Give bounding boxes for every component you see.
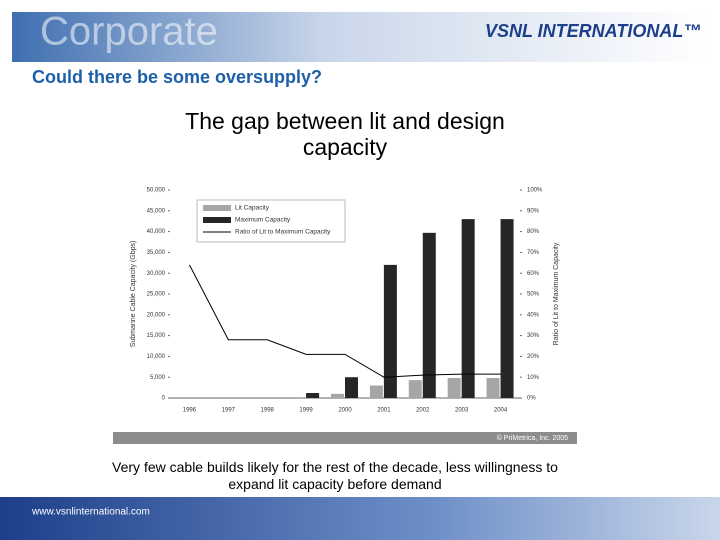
x-tick-label: 1998 [261,408,275,414]
caption-box: Very few cable builds likely for the res… [112,459,558,492]
y-tick-label: 30,000 [147,271,166,277]
bar [306,393,320,398]
y2-tick-label: 0% [527,396,536,402]
bar [500,219,514,398]
y-tick-label: 20,000 [147,312,166,318]
y-tick-label: 15,000 [147,333,166,339]
y2-tick-label: 100% [527,188,543,194]
footer-url: www.vsnlinternational.com [31,507,150,518]
bar [369,385,383,398]
x-tick-label: 2003 [455,408,469,414]
y2-tick-label: 90% [527,208,540,214]
bar [292,397,306,398]
source: © PriMetrica, Inc. 2005 [497,434,568,442]
legend-swatch [203,205,231,211]
bar [461,219,475,398]
caption: Very few cable builds likely for the res… [112,459,558,492]
legend-label: Lit Capacity [235,205,270,212]
y-tick-label: 10,000 [147,354,166,360]
footer-band [0,497,720,540]
y-tick-label: 0 [162,396,166,402]
y2-tick-label: 10% [527,375,540,381]
bar [383,264,397,398]
x-tick-label: 1999 [299,408,313,414]
bar [345,377,358,398]
x-tick-label: 2000 [338,408,352,414]
y2-tick-label: 70% [527,250,540,256]
x-tick-label: 2001 [377,408,391,414]
chart-title: The gap between lit and design capacity [185,108,505,160]
y-tick-label: 25,000 [147,292,166,298]
bar [422,232,436,398]
x-tick-label: 1996 [183,408,197,414]
source-band [113,432,577,444]
bar [486,378,500,398]
legend-label: Maximum Capacity [235,217,291,224]
heading: Could there be some oversupply? [32,67,322,87]
y2-tick-label: 80% [527,229,540,235]
legend-label: Ratio of Lit to Maximum Capacity [235,229,331,236]
header-watermark: Corporate [40,10,218,54]
y-tick-label: 50,000 [147,188,166,194]
logo: VSNL INTERNATIONAL™ [485,21,701,41]
x-tick-label: 1997 [222,408,236,414]
bar [408,380,422,398]
y-tick-label: 5,000 [150,375,166,381]
header-band [12,12,708,62]
y2-axis-label: Ratio of Lit to Maximum Capacity [553,242,560,345]
y2-tick-label: 30% [527,333,540,339]
y2-tick-label: 50% [527,292,540,298]
y2-tick-label: 20% [527,354,540,360]
bar [331,393,344,398]
y-axis-label: Submarine Cable Capacity (Gbps) [130,241,137,348]
x-tick-label: 2002 [416,408,430,414]
y2-tick-label: 60% [527,271,540,277]
y-tick-label: 45,000 [147,208,166,214]
chart: 0 5,000 10,000 15,000 20,000 25,000 30,000 35,0… [130,188,560,414]
x-tick-label: 2004 [494,408,508,414]
y-tick-label: 35,000 [147,250,166,256]
y2-tick-label: 40% [527,312,540,318]
chart-title-box: The gap between lit and design capacity [185,108,505,160]
y-tick-label: 40,000 [147,229,166,235]
legend-swatch [203,217,231,223]
ratio-line [189,264,501,378]
bar [447,378,461,398]
